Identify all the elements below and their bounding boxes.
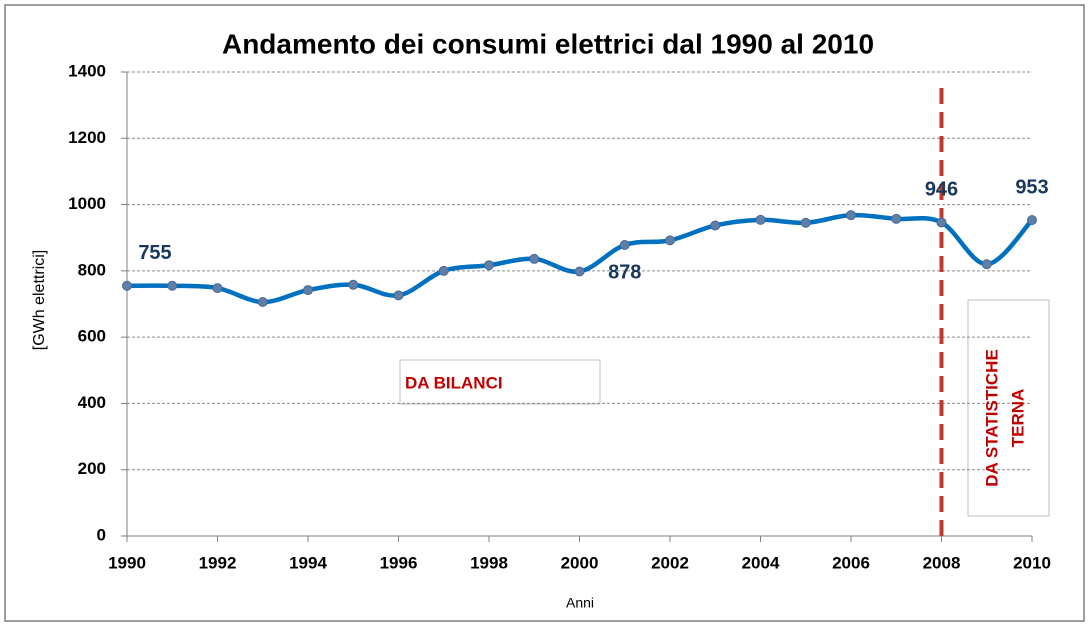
point (846, 210, 856, 221)
x-tick-label: 1990 (108, 553, 146, 572)
point (619, 240, 630, 251)
annotation-text: DA STATISTICHE (982, 349, 1001, 487)
x-axis-title: Anni (566, 595, 594, 611)
x-tick-label: 2006 (832, 553, 870, 572)
x-tick-label: 2010 (1013, 553, 1051, 572)
point (167, 280, 178, 291)
point (438, 265, 449, 276)
annotation-text: TERNA (1008, 389, 1027, 448)
point (212, 283, 223, 294)
y-tick-label: 1200 (68, 128, 106, 147)
data-label: 755 (138, 242, 171, 264)
point (800, 217, 811, 228)
y-tick-label: 400 (78, 393, 106, 412)
annotation-box (967, 299, 1050, 517)
x-tick-label: 1994 (289, 553, 327, 572)
y-tick-label: 1000 (68, 194, 106, 213)
point (348, 279, 359, 290)
x-tick-label: 1992 (199, 553, 237, 572)
x-tick-label: 2000 (561, 553, 599, 572)
point (529, 253, 540, 264)
x-tick-label: 1998 (470, 553, 508, 572)
data-label: 878 (608, 261, 641, 283)
point (303, 285, 313, 296)
x-tick-label: 2004 (742, 553, 780, 572)
data-label: 946 (925, 179, 958, 201)
chart-title: Andamento dei consumi elettrici dal 1990… (222, 28, 874, 59)
x-tick-label: 2002 (651, 553, 689, 572)
point (665, 235, 675, 246)
point (1027, 215, 1037, 226)
y-tick-label: 800 (78, 260, 106, 279)
x-tick-label: 2008 (923, 553, 961, 572)
point (710, 220, 721, 231)
point (981, 259, 992, 270)
annotation-text: DA BILANCI (405, 373, 503, 392)
point (755, 214, 766, 225)
y-tick-label: 600 (78, 327, 106, 346)
point (393, 290, 404, 301)
annotation-box (399, 359, 601, 405)
point (257, 297, 268, 308)
y-tick-label: 1400 (68, 61, 106, 80)
point (936, 217, 947, 228)
y-axis-title: [GWh elettrici] (31, 250, 48, 350)
chart-frame (4, 4, 1085, 622)
point (891, 213, 902, 224)
point (574, 266, 585, 277)
data-label: 953 (1015, 176, 1048, 198)
y-tick-label: 200 (78, 459, 106, 478)
x-tick-label: 1996 (380, 553, 418, 572)
point (484, 260, 494, 271)
y-tick-label: 0 (97, 525, 106, 544)
point (122, 280, 132, 291)
